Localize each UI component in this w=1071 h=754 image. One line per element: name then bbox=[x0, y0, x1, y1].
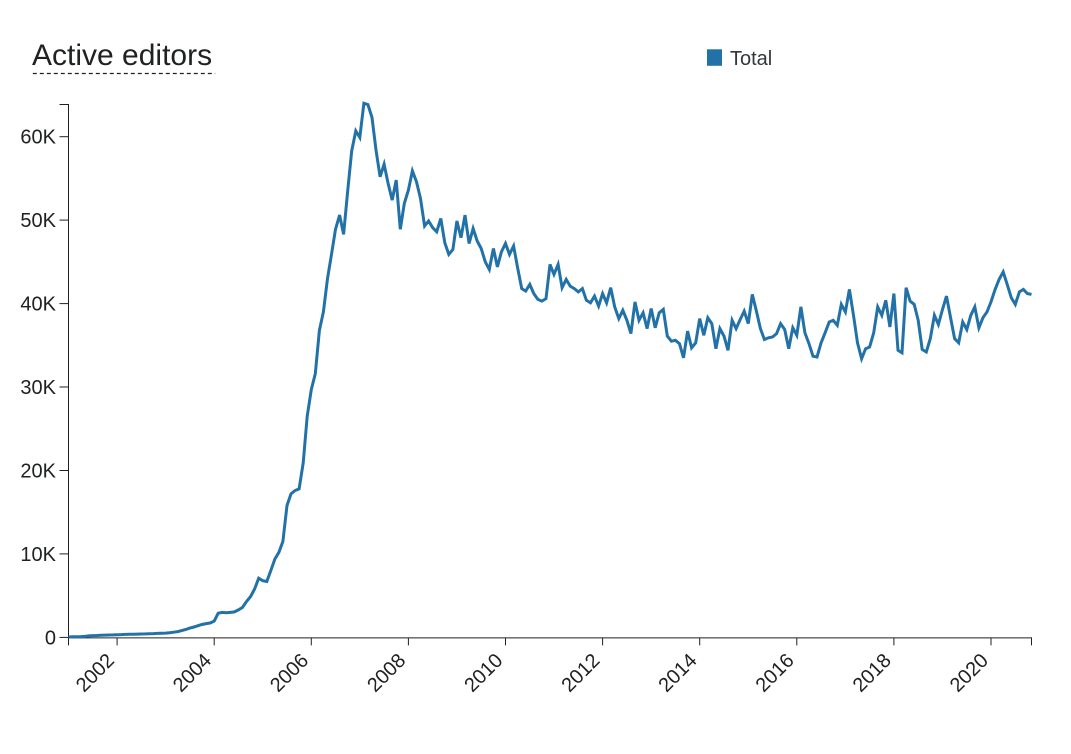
svg-text:30K: 30K bbox=[20, 377, 56, 399]
svg-text:0: 0 bbox=[45, 627, 56, 649]
svg-text:10K: 10K bbox=[20, 544, 56, 566]
svg-text:20K: 20K bbox=[20, 461, 56, 483]
svg-text:40K: 40K bbox=[20, 294, 56, 316]
svg-text:50K: 50K bbox=[20, 210, 56, 232]
svg-text:Active editors: Active editors bbox=[32, 39, 212, 72]
svg-text:Total: Total bbox=[730, 48, 772, 70]
svg-text:60K: 60K bbox=[20, 127, 56, 149]
